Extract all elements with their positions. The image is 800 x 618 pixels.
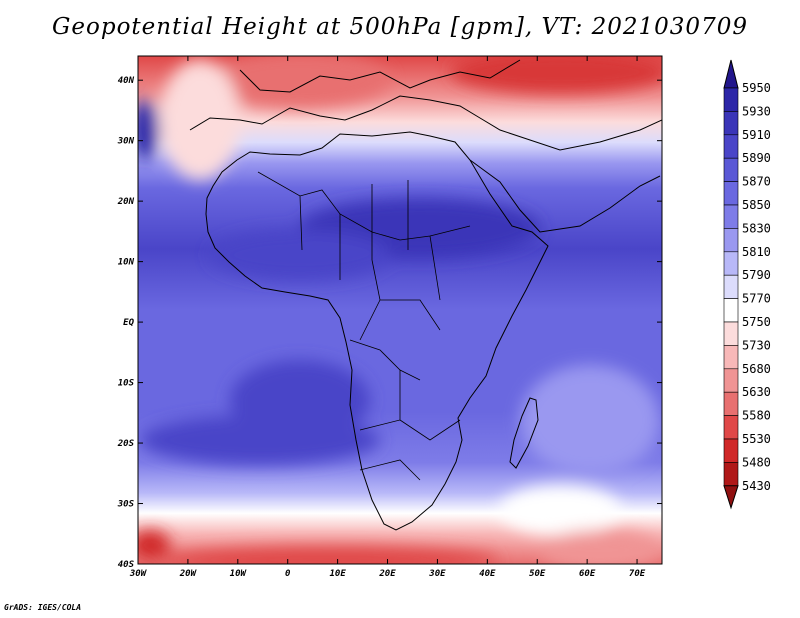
colorbar-segment — [723, 438, 739, 463]
colorbar-segment — [723, 345, 739, 370]
arabia-coastline — [469, 159, 661, 233]
colorbar-segment — [723, 462, 739, 487]
colorbar-segment — [723, 204, 739, 229]
lon-tick-label: 50E — [529, 569, 546, 579]
colorbar-segment — [723, 368, 739, 393]
colorbar-segment — [723, 251, 739, 276]
lat-tick-label: 30N — [117, 137, 135, 147]
lon-tick-label: 40E — [479, 569, 496, 579]
colorbar-level-label: 5890 — [742, 151, 771, 165]
colorbar-segment — [723, 298, 739, 323]
colorbar-bottom-triangle-icon — [723, 485, 739, 510]
colorbar-level-label: 5680 — [742, 362, 771, 376]
coastline-layer — [189, 59, 662, 531]
colorbar-level-label: 5830 — [742, 221, 771, 235]
colorbar-level-label: 5750 — [742, 315, 771, 329]
mediterranean-coast-north — [239, 59, 521, 93]
colorbar-level-label: 5730 — [742, 338, 771, 352]
map-title: Geopotential Height at 500hPa [gpm], VT:… — [52, 14, 748, 40]
colorbar-level-label: 5930 — [742, 104, 771, 118]
colorbar-segment — [723, 181, 739, 206]
lat-tick-label: 40N — [118, 76, 135, 86]
grads-credit: GrADS: IGES/COLA — [4, 603, 82, 612]
axis-ticks — [137, 56, 662, 565]
colorbar-segment — [723, 415, 739, 440]
colorbar-level-label: 5770 — [742, 292, 771, 306]
europe-coastline — [189, 95, 662, 151]
lon-tick-label: 0 — [285, 569, 291, 579]
lon-tick-label: 30E — [428, 569, 446, 579]
lat-tick-label: 20S — [117, 439, 135, 449]
lon-tick-label: 70E — [629, 569, 646, 579]
lon-tick-label: 10W — [230, 569, 248, 579]
map-frame — [137, 55, 663, 565]
colorbar-level-label: 5480 — [742, 455, 771, 469]
country-borders — [257, 171, 471, 481]
lat-tick-label: 30S — [117, 500, 135, 510]
madagascar-coastline — [509, 397, 539, 469]
africa-coastline — [205, 131, 549, 531]
colorbar-level-label: 5910 — [742, 128, 771, 142]
lon-tick-label: 30W — [129, 569, 148, 579]
colorbar-top-triangle-icon — [723, 59, 739, 89]
colorbar-level-label: 5810 — [742, 245, 771, 259]
colorbar-level-label: 5850 — [742, 198, 771, 212]
lat-tick-label: 10N — [118, 258, 135, 268]
colorbar-segment — [723, 157, 739, 182]
geopotential-field — [138, 56, 662, 564]
lat-tick-label: 20N — [117, 197, 135, 207]
colorbar-segment — [723, 134, 739, 159]
colorbar-level-label: 5580 — [742, 409, 771, 423]
latitude-labels: 40N 30N 20N 10N EQ 10S 20S 30S 40S — [117, 76, 135, 570]
colorbar-segment — [723, 87, 739, 112]
colorbar-level-label: 5790 — [742, 268, 771, 282]
colorbar-segment — [723, 111, 739, 136]
lon-tick-label: 20W — [179, 569, 198, 579]
colorbar: 5950 5930 5910 5890 5870 5850 5830 5810 5790 5770… — [723, 59, 771, 510]
lon-tick-label: 20E — [378, 569, 396, 579]
lat-tick-label: 10S — [118, 379, 135, 389]
colorbar-level-label: 5530 — [742, 432, 771, 446]
lat-tick-label: 40S — [118, 560, 135, 570]
colorbar-level-label: 5870 — [742, 175, 771, 189]
colorbar-level-label: 5630 — [742, 385, 771, 399]
lat-tick-label: EQ — [123, 318, 134, 328]
colorbar-segment — [723, 274, 739, 299]
lon-tick-label: 60E — [579, 569, 596, 579]
colorbar-segment — [723, 391, 739, 416]
lon-tick-label: 10E — [329, 569, 346, 579]
colorbar-level-label: 5950 — [742, 81, 771, 95]
colorbar-level-label: 5430 — [742, 479, 771, 493]
colorbar-segment — [723, 321, 739, 346]
colorbar-segment — [723, 228, 739, 253]
longitude-labels: 30W 20W 10W 0 10E 20E 30E 40E 50E 60E 70E — [129, 569, 646, 579]
